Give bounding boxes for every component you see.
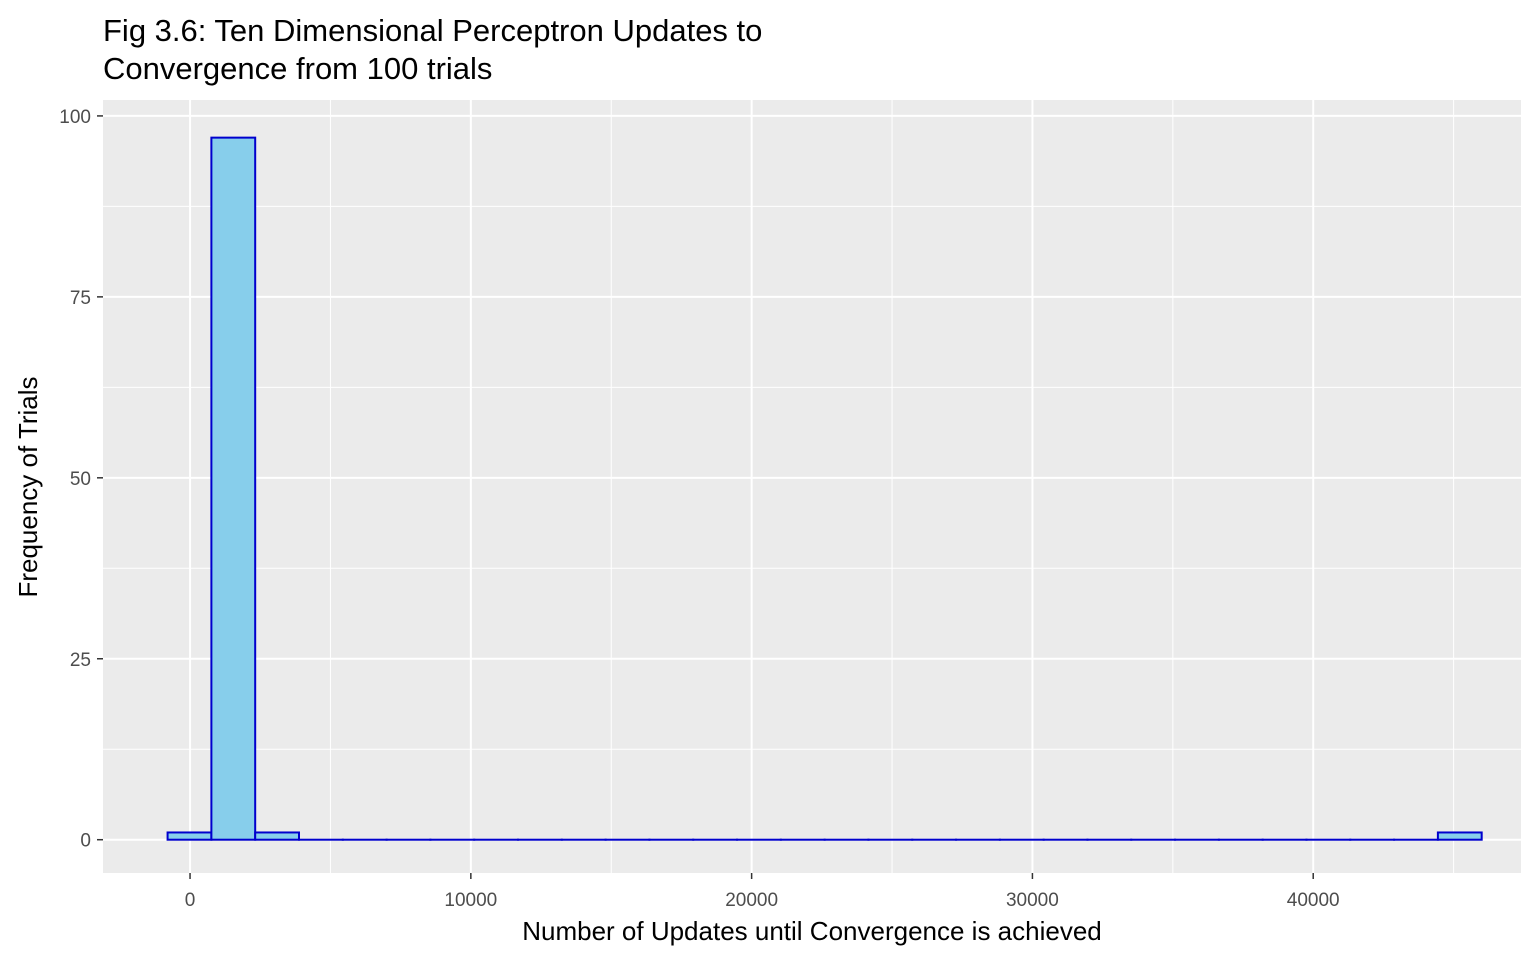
histogram-bar bbox=[166, 831, 213, 841]
plot-panel bbox=[103, 100, 1521, 873]
histogram-bar bbox=[1436, 831, 1483, 841]
x-tick-label: 40000 bbox=[1287, 890, 1340, 911]
x-tick-label: 20000 bbox=[725, 890, 778, 911]
minor-gridlines bbox=[103, 100, 1521, 873]
x-axis: 0 10000 20000 30000 40000 bbox=[185, 873, 1340, 911]
histogram-bar bbox=[210, 136, 257, 841]
chart-title-line-1: Fig 3.6: Ten Dimensional Perceptron Upda… bbox=[103, 13, 762, 48]
y-tick-label: 50 bbox=[70, 469, 91, 490]
y-tick-label: 0 bbox=[80, 831, 91, 852]
histogram-bar bbox=[254, 831, 300, 841]
y-axis: 0 25 50 75 100 bbox=[59, 107, 103, 852]
x-tick-label: 30000 bbox=[1006, 890, 1059, 911]
y-tick-label: 100 bbox=[59, 107, 91, 128]
histogram-bars bbox=[166, 136, 1483, 841]
x-tick-label: 10000 bbox=[444, 890, 497, 911]
y-tick-label: 75 bbox=[70, 288, 91, 309]
x-tick-label: 0 bbox=[185, 890, 196, 911]
chart-title-line-2: Convergence from 100 trials bbox=[103, 51, 492, 86]
x-axis-title: Number of Updates until Convergence is a… bbox=[522, 916, 1102, 946]
y-tick-label: 25 bbox=[70, 650, 91, 671]
y-axis-title: Frequency of Trials bbox=[13, 376, 43, 597]
